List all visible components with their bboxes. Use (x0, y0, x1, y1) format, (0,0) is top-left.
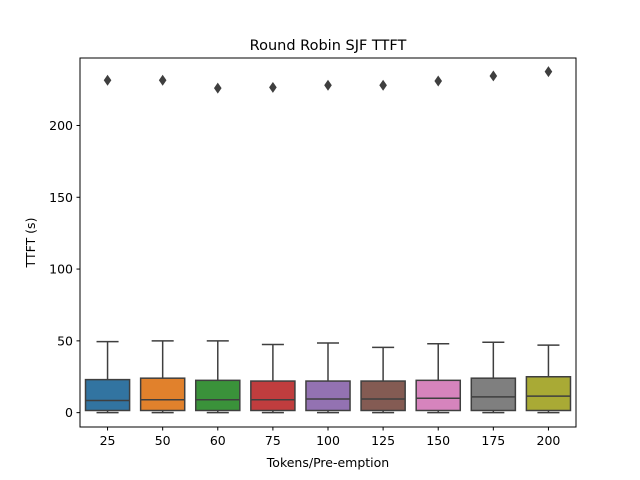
box-group (415, 75, 462, 414)
y-tick-label: 150 (49, 190, 73, 205)
y-tick-label: 100 (49, 262, 73, 277)
chart-title: Round Robin SJF TTFT (250, 38, 407, 54)
box (250, 380, 296, 412)
x-tick-label: 100 (316, 433, 340, 448)
box (139, 377, 186, 412)
outlier-point (213, 82, 222, 94)
x-axis-label: Tokens/Pre-emption (266, 455, 389, 470)
y-tick-label: 50 (57, 333, 73, 348)
y-tick-label: 200 (49, 118, 73, 133)
outlier-point (103, 74, 112, 86)
x-axis: 25 50 60 75 100 125 150 175 200 (100, 427, 561, 448)
outlier-point (324, 79, 332, 91)
outlier-point (489, 70, 498, 82)
x-tick-label: 175 (481, 433, 505, 448)
box-group (470, 70, 517, 414)
plot-area (84, 66, 572, 414)
y-tick-label: 0 (65, 405, 73, 420)
box-group (194, 82, 241, 414)
outlier-point (434, 75, 443, 87)
box-group (139, 74, 186, 414)
box (360, 380, 406, 412)
outlier-point (379, 79, 387, 91)
box (194, 379, 241, 412)
box (525, 375, 572, 412)
x-tick-label: 150 (426, 433, 450, 448)
box (415, 379, 462, 412)
box (470, 377, 517, 412)
box-group (305, 79, 351, 414)
box-group (250, 81, 296, 414)
box (305, 380, 351, 412)
box-group (84, 74, 131, 414)
x-tick-label: 60 (210, 433, 226, 448)
x-tick-label: 50 (155, 433, 171, 448)
box-group (360, 79, 406, 414)
outlier-point (158, 74, 167, 86)
outlier-point (269, 81, 277, 93)
box (84, 378, 131, 412)
x-tick-label: 125 (371, 433, 395, 448)
y-axis: 0 50 100 150 200 (49, 118, 80, 420)
x-tick-label: 75 (265, 433, 281, 448)
x-tick-label: 200 (537, 433, 561, 448)
y-axis-label: TTFT (s) (23, 218, 38, 269)
x-tick-label: 25 (100, 433, 116, 448)
outlier-point (544, 66, 553, 78)
box-group (525, 66, 572, 414)
